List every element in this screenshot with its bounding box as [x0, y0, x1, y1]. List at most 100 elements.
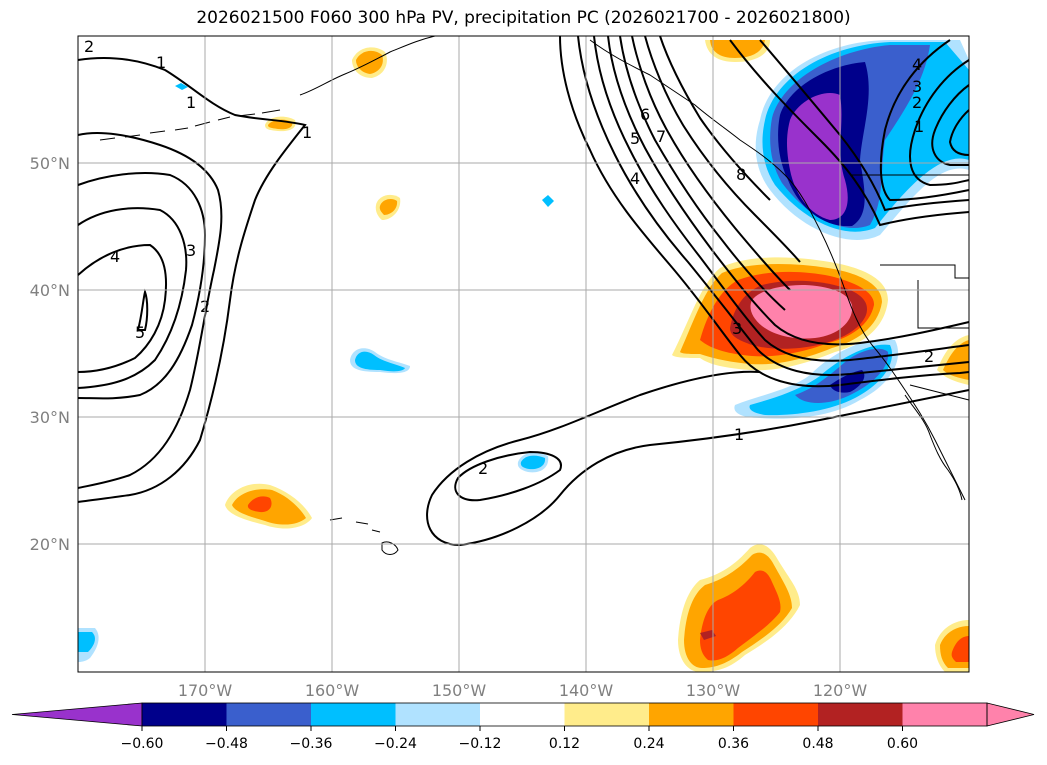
- colorbar-bin: [818, 703, 903, 726]
- contour-label: 1: [302, 123, 312, 142]
- contour-label: 1: [914, 117, 924, 136]
- colorbar-tick-label: −0.48: [205, 736, 248, 752]
- coastline-hawaii: [329, 517, 399, 555]
- shading-positive-lower-right-red: [951, 636, 969, 662]
- colorbar-extend-min: [11, 702, 143, 727]
- colorbar-bin: [311, 703, 396, 726]
- contour-trough-6: [631, 35, 791, 291]
- colorbar-bin: [733, 703, 819, 726]
- colorbar-bin: [902, 703, 988, 726]
- shading-negative-small-c-core: [520, 455, 546, 470]
- contour-label: 7: [656, 127, 666, 146]
- contour-ne-3: [879, 39, 970, 202]
- contour-west-4: [77, 207, 188, 389]
- colorbar-tick-label: 0.48: [802, 736, 833, 752]
- contour-label: 1: [156, 53, 166, 72]
- contour-label: 3: [732, 319, 742, 338]
- contour-trough-4: [607, 35, 970, 346]
- contour-label: 2: [924, 347, 934, 366]
- colorbar-tick-label: 0.60: [887, 736, 918, 752]
- longitude-label: 170°W: [178, 681, 233, 700]
- colorbar-tick-label: −0.60: [121, 736, 164, 752]
- contour-label: 2: [912, 93, 922, 112]
- contour-labels: 2 1 1 1 3 4 2 5 6 7 5 4 8 4 3 2 1 3 2 1 …: [84, 37, 934, 478]
- shading-positive-south-brick: [700, 630, 716, 640]
- contour-ne-1: [729, 39, 970, 227]
- colorbar: −0.60 −0.48 −0.36 −0.24 −0.12 0.12 0.24 0.36 0.4…: [11, 702, 1035, 752]
- contour-label: 1: [734, 425, 744, 444]
- contour-label: 1: [186, 93, 196, 112]
- colorbar-bin: [480, 703, 565, 726]
- latitude-label: 50°N: [30, 154, 70, 173]
- contour-label: 2: [84, 37, 94, 56]
- coastline-alaska-panhandle: [589, 39, 966, 501]
- colorbar-bin: [649, 703, 734, 726]
- contour-trough-3: [593, 35, 970, 362]
- contour-label: 6: [640, 105, 650, 124]
- shading-negative-se-blue: [795, 348, 889, 403]
- contour-trough-7: [644, 35, 801, 263]
- contour-label: 3: [186, 241, 196, 260]
- longitude-label: 160°W: [305, 681, 360, 700]
- colorbar-tick-label: 0.36: [718, 736, 749, 752]
- contour-west-2: [77, 132, 223, 489]
- contour-west-3: [77, 172, 207, 400]
- contour-ne-6: [948, 109, 970, 156]
- contour-loop-2: [454, 450, 562, 502]
- longitude-label: 150°W: [432, 681, 487, 700]
- contour-label: 2: [478, 459, 488, 478]
- contour-loop-1: [426, 370, 970, 547]
- contour-ne-5: [931, 84, 970, 166]
- shading-positive-south-red: [700, 570, 781, 661]
- colorbar-tick-label: −0.12: [459, 736, 502, 752]
- latitude-label: 20°N: [30, 535, 70, 554]
- contour-ne-2: [759, 39, 970, 212]
- shading-negative-mid-core: [355, 351, 405, 372]
- contour-label: 3: [912, 77, 922, 96]
- latitude-label: 40°N: [30, 281, 70, 300]
- latitude-label: 30°N: [30, 408, 70, 427]
- contour-label: 5: [135, 323, 145, 342]
- map-title: 2026021500 F060 300 hPa PV, precipitatio…: [196, 8, 851, 28]
- longitude-label: 140°W: [559, 681, 614, 700]
- coastlines: [99, 35, 970, 555]
- contour-ne-4: [909, 59, 970, 187]
- contour-west-5: [77, 243, 168, 373]
- colorbar-tick-label: 0.12: [549, 736, 580, 752]
- contour-label: 4: [912, 55, 922, 74]
- latitude-labels: 50°N 40°N 30°N 20°N: [30, 154, 70, 554]
- contour-label: 4: [110, 247, 120, 266]
- coastline-aleutian-chain: [99, 109, 281, 141]
- colorbar-tick-label: 0.24: [633, 736, 664, 752]
- colorbar-tick-label: −0.36: [290, 736, 333, 752]
- colorbar-bin: [564, 703, 650, 726]
- colorbar-bin: [226, 703, 312, 726]
- shading-negative-small-e: [175, 83, 188, 90]
- precipitation-shading: [78, 40, 969, 672]
- border-states: [880, 264, 970, 401]
- longitude-labels: 170°W 160°W 150°W 140°W 130°W 120°W: [178, 681, 868, 700]
- shading-negative-lower-left-core: [78, 632, 95, 652]
- shading-negative-se-navy: [830, 370, 865, 393]
- colorbar-bin: [395, 703, 481, 726]
- coastline-alaska: [299, 35, 436, 96]
- contour-label: 5: [630, 129, 640, 148]
- longitude-label: 120°W: [813, 681, 868, 700]
- colorbar-bin: [142, 703, 227, 726]
- colorbar-tick-label: −0.24: [374, 736, 417, 752]
- contour-west-6: [136, 288, 149, 331]
- shading-negative-small-d: [542, 195, 554, 207]
- shading-positive-right-edge-core: [943, 340, 969, 380]
- shading-positive-small-b-core: [379, 198, 398, 215]
- contour-west-1: [77, 57, 307, 503]
- contour-trough-2: [577, 35, 970, 376]
- shading-positive-sw-red: [247, 496, 272, 513]
- contour-label: 4: [630, 169, 640, 188]
- gridlines: [78, 36, 969, 672]
- colorbar-extend-max: [986, 702, 1035, 727]
- coastline-baja: [904, 394, 963, 501]
- map-frame: [77, 35, 970, 673]
- contour-trough-5: [619, 35, 786, 311]
- contour-label: 8: [736, 165, 746, 184]
